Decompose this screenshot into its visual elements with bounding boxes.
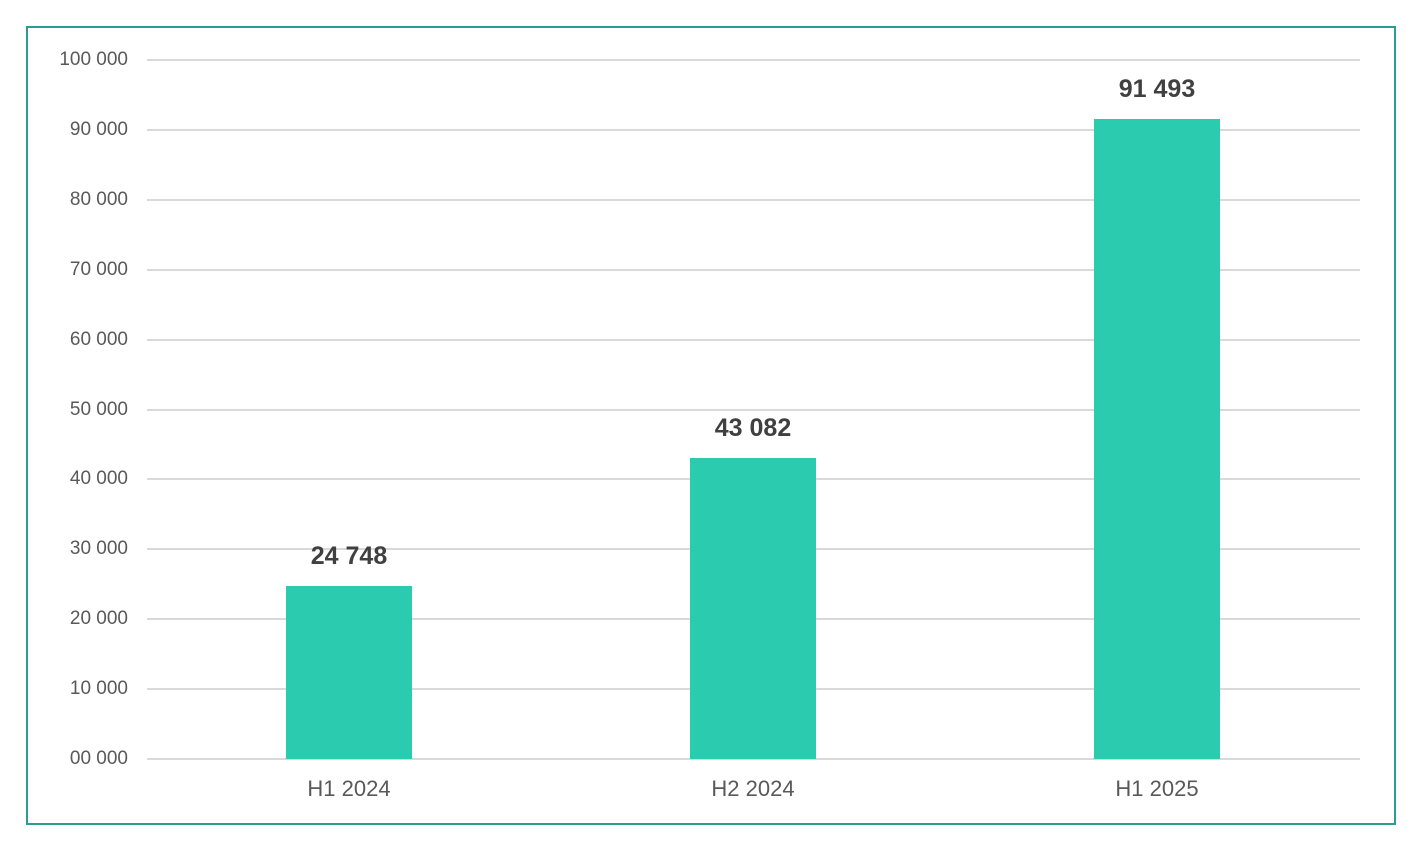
y-axis-tick-label: 70 000 (69, 258, 128, 280)
bar-h1-2025 (1094, 119, 1220, 759)
gridline (147, 128, 1360, 131)
y-axis-tick-label: 30 000 (69, 538, 128, 560)
gridline (147, 408, 1360, 411)
gridline (147, 338, 1360, 341)
x-axis-tick-label: H2 2024 (711, 776, 795, 801)
gridline (147, 59, 1360, 61)
gridline (147, 198, 1360, 201)
y-axis-tick-label: 50 000 (69, 398, 128, 420)
y-axis-tick-label: 100 000 (59, 49, 128, 70)
y-axis-tick-label: 40 000 (69, 468, 128, 490)
gridline (147, 758, 1360, 760)
data-label: 24 748 (310, 542, 388, 570)
y-axis-tick-label: 80 000 (69, 188, 128, 210)
bar-h1-2024 (286, 586, 412, 759)
bar-h2-2024 (690, 457, 816, 759)
y-axis-tick-label: 10 000 (69, 678, 128, 700)
x-axis-tick-label: H1 2024 (307, 776, 391, 801)
x-axis-tick-label: H1 2025 (1115, 776, 1199, 801)
data-label: 43 082 (714, 413, 792, 442)
y-axis-tick-label: 60 000 (69, 328, 128, 350)
y-axis-tick-label: 20 000 (69, 608, 128, 630)
data-label: 91 493 (1118, 75, 1196, 104)
y-axis-tick-label: 90 000 (69, 118, 128, 140)
y-axis-tick-label: 00 000 (69, 748, 128, 769)
chart-frame (26, 26, 1396, 825)
gridline (147, 268, 1360, 271)
